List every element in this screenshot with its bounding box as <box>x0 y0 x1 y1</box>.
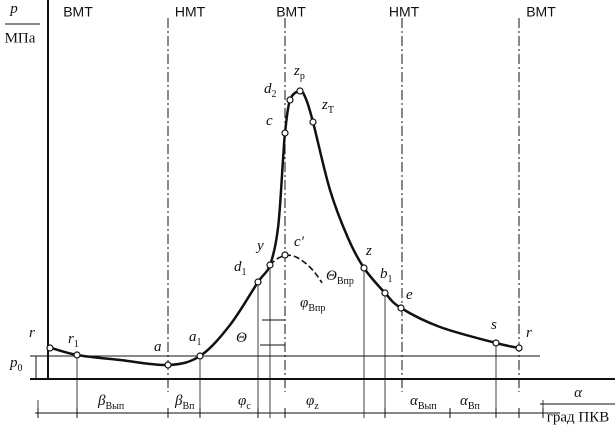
curve-point <box>381 289 389 297</box>
interval-label: αВп <box>460 393 481 412</box>
curve-point <box>286 96 294 104</box>
p0-label: p0 <box>9 355 23 374</box>
point-label: zp <box>293 63 305 82</box>
curve-point <box>73 351 81 359</box>
point-label-main: z <box>321 97 328 113</box>
point-label: r <box>29 325 35 341</box>
angle-label-sub: Впр <box>337 276 354 287</box>
dead-center-label: ВМТ <box>63 4 93 20</box>
point-label: e <box>406 287 413 303</box>
point-label-main: e <box>406 287 413 303</box>
angle-label-main: Θ <box>326 268 337 284</box>
angle-label: Θ <box>236 330 247 346</box>
interval-label-sub: c <box>246 401 251 412</box>
curve-point <box>281 129 289 137</box>
interval-label-main: β <box>97 393 106 409</box>
p0-label-sub: 0 <box>18 363 23 374</box>
point-label-main: z <box>365 243 372 259</box>
curve-point <box>254 278 262 286</box>
curve-point <box>515 344 523 352</box>
x-symbol-main: α <box>574 385 583 401</box>
point-label-main: c' <box>294 234 305 250</box>
curve-point <box>397 304 405 312</box>
curve-point <box>46 344 54 352</box>
interval-label-sub: Вп <box>468 401 481 412</box>
interval-label: βВып <box>97 393 125 412</box>
curve-point <box>266 261 274 269</box>
curve-point <box>360 264 368 272</box>
curve-point <box>164 361 172 369</box>
y-symbol-main: p <box>9 1 18 17</box>
interval-label-sub: Вып <box>105 401 124 412</box>
p0-label-main: p <box>9 355 18 371</box>
angle-label-main: φ <box>300 295 308 311</box>
point-label: c' <box>294 234 305 250</box>
angle-label-sub: Впр <box>308 303 325 314</box>
point-label: zT <box>321 97 334 116</box>
point-label: a <box>154 339 162 355</box>
curve-point <box>281 251 289 259</box>
interval-label-main: φ <box>238 393 246 409</box>
point-label-main: a <box>154 339 162 355</box>
point-label-main: c <box>266 113 273 129</box>
point-label: y <box>255 238 264 254</box>
point-label-main: z <box>293 63 300 79</box>
y-unit: МПа <box>5 30 36 46</box>
point-label-sub: 1 <box>388 274 393 285</box>
interval-label-main: β <box>174 393 183 409</box>
dead-center-label: НМТ <box>389 4 420 20</box>
x-symbol: α <box>574 385 583 401</box>
point-label-sub: 1 <box>197 337 202 348</box>
interval-label-sub: z <box>314 401 319 412</box>
point-label: a1 <box>189 329 202 348</box>
interval-label: φz <box>306 393 319 412</box>
point-label-sub: p <box>300 71 305 82</box>
point-label: r1 <box>68 331 79 350</box>
point-label: b1 <box>380 266 393 285</box>
angle-label: ΘВпр <box>326 268 354 287</box>
interval-label: βВп <box>174 393 195 412</box>
point-label: d2 <box>264 81 277 100</box>
x-unit: град ПКВ <box>547 409 610 425</box>
interval-label-main: φ <box>306 393 314 409</box>
point-label-main: s <box>491 317 497 333</box>
interval-label: φc <box>238 393 251 412</box>
point-label: d1 <box>234 259 247 278</box>
point-label-sub: 1 <box>242 267 247 278</box>
point-label-main: r <box>29 325 35 341</box>
point-label-main: d <box>234 259 242 275</box>
dead-center-label: НМТ <box>175 4 206 20</box>
point-label-main: r <box>526 325 532 341</box>
curve-point <box>492 339 500 347</box>
dead-center-label: ВМТ <box>526 4 556 20</box>
interval-label-main: α <box>410 393 419 409</box>
curve-point <box>296 87 304 95</box>
interval-label: αВып <box>410 393 437 412</box>
y-symbol: p <box>9 1 18 17</box>
point-label: z <box>365 243 372 259</box>
point-label-main: a <box>189 329 197 345</box>
dead-center-label: ВМТ <box>276 4 306 20</box>
point-label-sub: 1 <box>74 339 79 350</box>
point-label-main: y <box>255 238 264 254</box>
angle-label: φВпр <box>300 295 325 314</box>
point-label-sub: 2 <box>272 89 277 100</box>
point-label: r <box>526 325 532 341</box>
interval-label-main: α <box>460 393 469 409</box>
point-label-main: b <box>380 266 388 282</box>
point-label-main: d <box>264 81 272 97</box>
point-label: s <box>491 317 497 333</box>
compression-curve <box>269 254 323 284</box>
point-label-sub: T <box>328 105 334 116</box>
interval-label-sub: Вып <box>418 401 437 412</box>
curve-point <box>309 118 317 126</box>
frame <box>5 0 615 414</box>
point-label: c <box>266 113 273 129</box>
curve-point <box>196 352 204 360</box>
interval-label-sub: Вп <box>182 401 195 412</box>
point-label-main: r <box>68 331 74 347</box>
angle-label-main: Θ <box>236 330 247 346</box>
